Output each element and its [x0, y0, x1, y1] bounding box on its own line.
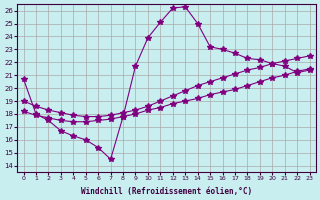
X-axis label: Windchill (Refroidissement éolien,°C): Windchill (Refroidissement éolien,°C)	[81, 187, 252, 196]
